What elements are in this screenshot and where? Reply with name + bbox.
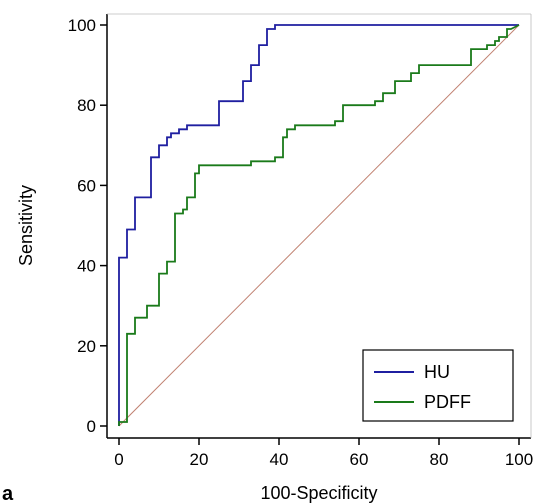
- legend-label-pdff: PDFF: [424, 392, 471, 412]
- y-tick-label: 40: [77, 257, 96, 276]
- plot-area: [106, 13, 532, 439]
- legend: HU PDFF: [362, 349, 514, 422]
- y-tick-label: 0: [87, 417, 96, 436]
- series-line-pdff: [118, 24, 520, 426]
- reference-diagonal-line: [118, 24, 520, 427]
- legend-label-hu: HU: [424, 362, 450, 382]
- y-tick-label: 80: [77, 96, 96, 115]
- x-tick-label: 100: [505, 450, 533, 469]
- x-tick-label: 0: [114, 450, 123, 469]
- axis-ticks: 0 20 40 60 80 100 0 20 40 60 80 100: [68, 16, 534, 469]
- x-axis-label: 100-Specificity: [260, 483, 377, 503]
- y-tick-label: 20: [77, 337, 96, 356]
- panel-label: a: [2, 483, 14, 504]
- series-layer: [118, 24, 520, 427]
- y-tick-label: 100: [68, 16, 96, 35]
- series-line-hu: [118, 24, 519, 426]
- x-tick-label: 60: [350, 450, 369, 469]
- x-tick-label: 80: [430, 450, 449, 469]
- y-axis-label: Sensitivity: [16, 185, 36, 266]
- x-tick-label: 20: [190, 450, 209, 469]
- legend-box: [362, 349, 514, 422]
- y-tick-label: 60: [77, 176, 96, 195]
- x-tick-label: 40: [270, 450, 289, 469]
